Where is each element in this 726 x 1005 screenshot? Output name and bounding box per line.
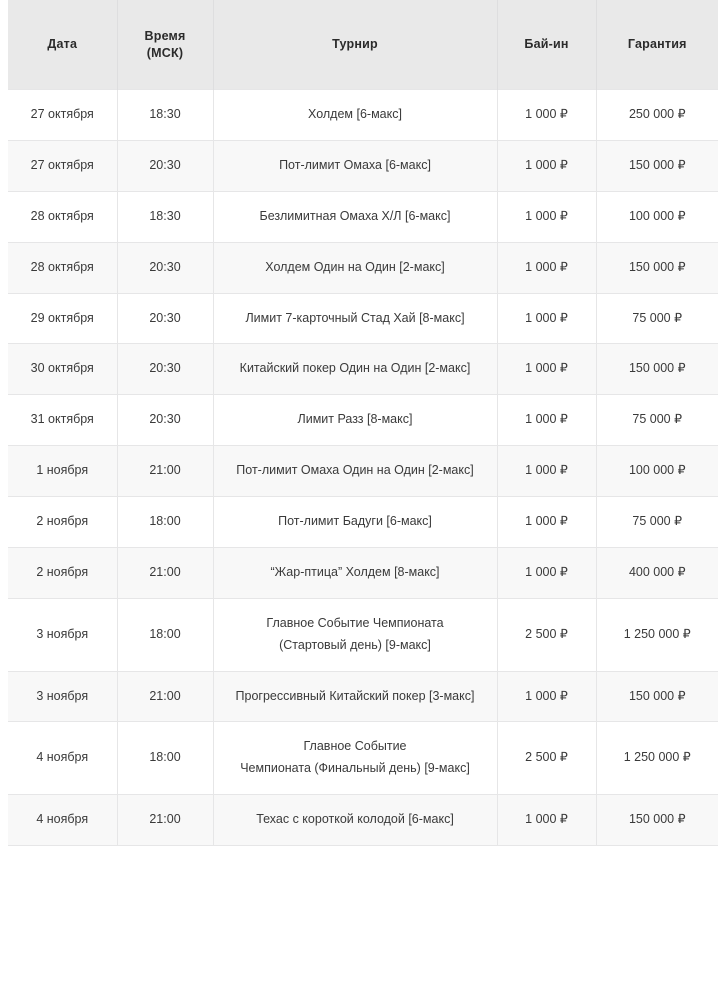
column-header-date: Дата [8,0,118,90]
table-row: 4 ноября 21:00 Техас с короткой колодой [6… [8,794,718,846]
cell-guarantee: 150 000 ₽ [596,343,718,395]
table-row: 27 октября 18:30 Холдем [6-макс] 1 000 ₽250… [8,89,718,141]
cell-tournament: Холдем Один на Один [2-макс] [213,241,498,293]
tournament-schedule-table: Дата Время (МСК) Турнир Бай-ин Гарантия … [8,0,718,846]
cell-time: 20:30 [117,292,214,344]
cell-time: 20:30 [117,394,214,446]
table-header: Дата Время (МСК) Турнир Бай-ин Гарантия [8,0,718,90]
cell-buyin: 2 500 ₽ [497,597,597,671]
table-row: 2 ноября 18:00 Пот-лимит Бадуги [6-макс] 1 … [8,496,718,548]
cell-buyin: 1 000 ₽ [497,241,597,293]
cell-guarantee: 75 000 ₽ [596,496,718,548]
table-row: 31 октября 20:30 Лимит Разз [8-макс] 1 000 … [8,394,718,446]
cell-buyin: 1 000 ₽ [497,89,597,141]
cell-date: 2 ноября [8,546,118,599]
cell-guarantee: 150 000 ₽ [596,241,718,293]
cell-guarantee: 1 250 000 ₽ [596,721,718,795]
cell-buyin: 1 000 ₽ [497,139,597,192]
table-row: 29 октября 20:30 Лимит 7-карточный Стад Ха… [8,292,718,344]
cell-tournament: Холдем [6-макс] [213,89,498,141]
cell-date: 28 октября [8,241,118,293]
cell-date: 2 ноября [8,496,118,548]
column-header-time: Время (МСК) [117,0,214,90]
cell-time: 21:00 [117,794,214,846]
table-row: 4 ноября 18:00 Главное Событие Чемпионата (… [8,721,718,795]
cell-time: 20:30 [117,139,214,192]
cell-tournament: Пот-лимит Омаха Один на Один [2-макс] [213,445,498,497]
cell-buyin: 1 000 ₽ [497,445,597,497]
cell-buyin: 1 000 ₽ [497,343,597,395]
cell-buyin: 1 000 ₽ [497,292,597,344]
cell-date: 29 октября [8,292,118,344]
cell-time: 21:00 [117,445,214,497]
cell-guarantee: 150 000 ₽ [596,139,718,192]
table-row: 28 октября 18:30 Безлимитная Омаха Х/Л [6-… [8,190,718,243]
column-header-tournament: Турнир [213,0,498,90]
table-body: 27 октября 18:30 Холдем [6-макс] 1 000 ₽250… [8,89,718,846]
cell-buyin: 1 000 ₽ [497,394,597,446]
cell-guarantee: 150 000 ₽ [596,794,718,846]
cell-tournament: Техас с короткой колодой [6-макс] [213,794,498,846]
cell-guarantee: 75 000 ₽ [596,394,718,446]
cell-date: 27 октября [8,89,118,141]
cell-time: 18:00 [117,721,214,795]
cell-guarantee: 100 000 ₽ [596,445,718,497]
cell-guarantee: 150 000 ₽ [596,670,718,722]
cell-time: 18:00 [117,597,214,671]
cell-tournament: Безлимитная Омаха Х/Л [6-макс] [213,190,498,243]
cell-guarantee: 1 250 000 ₽ [596,597,718,671]
table-row: 30 октября 20:30 Китайский покер Один на О… [8,343,718,395]
cell-tournament: Главное Событие Чемпионата (Стартовый де… [213,597,498,671]
cell-tournament: Китайский покер Один на Один [2-макс] [213,343,498,395]
cell-time: 18:30 [117,89,214,141]
cell-date: 1 ноября [8,445,118,497]
cell-date: 30 октября [8,343,118,395]
cell-tournament: Главное Событие Чемпионата (Финальный ден… [213,721,498,795]
table-row: 27 октября 20:30 Пот-лимит Омаха [6-макс] 1… [8,139,718,192]
cell-time: 20:30 [117,241,214,293]
cell-buyin: 1 000 ₽ [497,546,597,599]
table-row: 3 ноября 18:00 Главное Событие Чемпионата … [8,597,718,671]
cell-time: 18:00 [117,496,214,548]
table-row: 1 ноября 21:00 Пот-лимит Омаха Один на Оди… [8,445,718,497]
table-row: 3 ноября 21:00 Прогрессивный Китайский пок… [8,670,718,722]
cell-buyin: 1 000 ₽ [497,190,597,243]
cell-guarantee: 75 000 ₽ [596,292,718,344]
schedule-table-wrapper: Дата Время (МСК) Турнир Бай-ин Гарантия … [8,0,718,846]
table-row: 28 октября 20:30 Холдем Один на Один [2-ма… [8,241,718,293]
table-header-row: Дата Время (МСК) Турнир Бай-ин Гарантия [8,0,718,90]
cell-date: 4 ноября [8,794,118,846]
cell-buyin: 2 500 ₽ [497,721,597,795]
column-header-guarantee: Гарантия [596,0,718,90]
cell-date: 27 октября [8,139,118,192]
cell-buyin: 1 000 ₽ [497,670,597,722]
cell-tournament: “Жар-птица” Холдем [8-макс] [213,546,498,599]
column-header-time-line2: (МСК) [146,45,184,60]
cell-time: 21:00 [117,670,214,722]
cell-date: 3 ноября [8,670,118,722]
cell-date: 28 октября [8,190,118,243]
cell-time: 18:30 [117,190,214,243]
cell-tournament: Лимит Разз [8-макс] [213,394,498,446]
table-row: 2 ноября 21:00 “Жар-птица” Холдем [8-макс]… [8,546,718,599]
column-header-time-line1: Время [144,28,186,43]
cell-date: 4 ноября [8,721,118,795]
cell-tournament: Пот-лимит Бадуги [6-макс] [213,496,498,548]
cell-time: 20:30 [117,343,214,395]
cell-buyin: 1 000 ₽ [497,496,597,548]
cell-tournament: Прогрессивный Китайский покер [3-макс] [213,670,498,722]
cell-date: 3 ноября [8,597,118,671]
cell-guarantee: 250 000 ₽ [596,89,718,141]
cell-tournament: Лимит 7-карточный Стад Хай [8-макс] [213,292,498,344]
cell-buyin: 1 000 ₽ [497,794,597,846]
cell-guarantee: 100 000 ₽ [596,190,718,243]
column-header-buyin: Бай-ин [497,0,597,90]
cell-time: 21:00 [117,546,214,599]
cell-date: 31 октября [8,394,118,446]
cell-guarantee: 400 000 ₽ [596,546,718,599]
cell-tournament: Пот-лимит Омаха [6-макс] [213,139,498,192]
